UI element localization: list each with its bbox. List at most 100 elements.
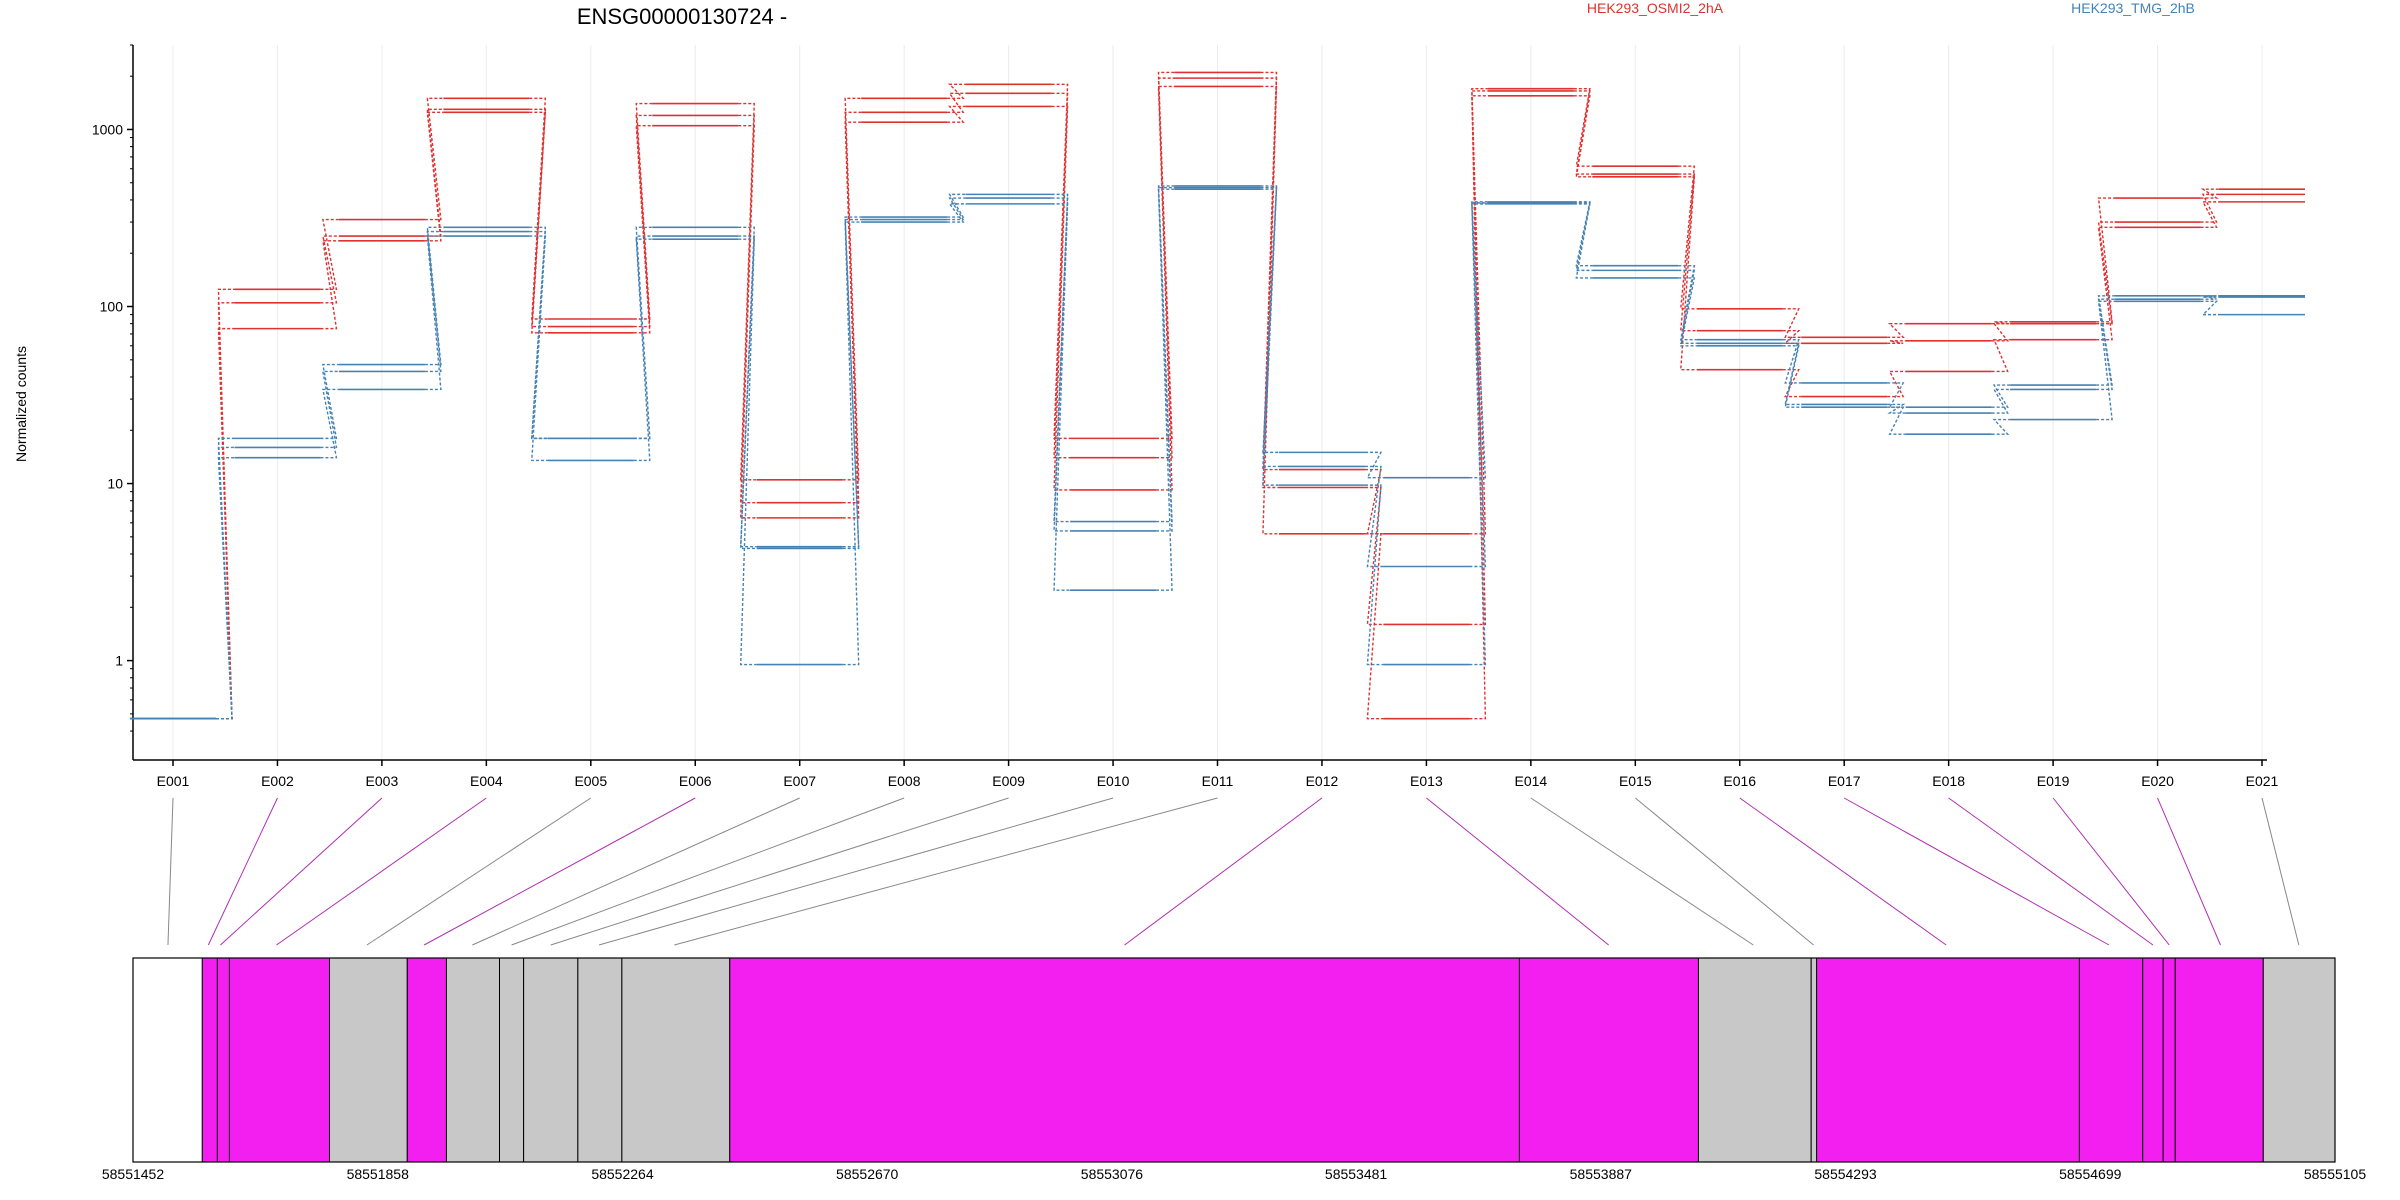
x-tick-label-E007: E007 xyxy=(783,773,816,789)
genome-tick-label: 58552670 xyxy=(836,1166,899,1182)
series-transition-HEK293_TMG_2hB-rep3 xyxy=(1782,345,1802,408)
x-tick-label-E008: E008 xyxy=(888,773,921,789)
genome-segment-4 xyxy=(228,957,331,1163)
series-transition-HEK293_TMG_2hB-rep3 xyxy=(320,388,339,459)
series-transition-HEK293_TMG_2hB-rep3 xyxy=(1364,484,1384,666)
connector-E020 xyxy=(2157,797,2221,946)
genome-segment-11 xyxy=(621,957,731,1163)
genome-tick-label: 58555105 xyxy=(2304,1166,2367,1182)
series-transition-HEK293_TMG_2hB-rep2 xyxy=(320,370,339,449)
connector-E003 xyxy=(220,797,383,946)
x-tick-label-E006: E006 xyxy=(679,773,712,789)
series-transition-HEK293_TMG_2hB-rep3 xyxy=(1678,277,1697,347)
series-transition-HEK293_TMG_2hB-rep3 xyxy=(1887,406,1906,435)
series-transition-HEK293_TMG_2hB-rep3 xyxy=(1573,203,1593,279)
series-transition-HEK293_OSMI2_2hA-rep3 xyxy=(1573,95,1593,178)
series-transition-HEK293_TMG_2hB-rep2 xyxy=(1887,403,1906,414)
series-transition-HEK293_TMG_2hB-rep2 xyxy=(947,197,966,221)
legend-entry-tmg: HEK293_TMG_2hB xyxy=(2071,0,2195,16)
legend-entry-osmi2: HEK293_OSMI2_2hA xyxy=(1587,0,1724,16)
series-transition-HEK293_OSMI2_2hA-rep1 xyxy=(2096,197,2115,323)
series-transition-HEK293_TMG_2hB-rep1 xyxy=(1573,201,1593,267)
series-transition-HEK293_TMG_2hB-rep3 xyxy=(1051,203,1071,591)
connector-E013 xyxy=(1426,797,1609,946)
genome-tick-label: 58551452 xyxy=(102,1166,165,1182)
genome-segment-2 xyxy=(201,957,218,1163)
series-transition-HEK293_TMG_2hB-rep2 xyxy=(1573,202,1593,272)
series-transition-HEK293_OSMI2_2hA-rep1 xyxy=(947,83,966,99)
x-tick-label-E009: E009 xyxy=(992,773,1025,789)
connector-E009 xyxy=(550,797,1009,946)
genome-segment-8 xyxy=(498,957,525,1163)
series-transition-HEK293_TMG_2hB-rep2 xyxy=(1260,186,1279,468)
series-transition-HEK293_TMG_2hB-rep3 xyxy=(1156,188,1175,591)
series-transition-HEK293_OSMI2_2hA-rep2 xyxy=(1991,322,2011,342)
genome-tick-label: 58553481 xyxy=(1325,1166,1388,1182)
series-transition-HEK293_OSMI2_2hA-rep2 xyxy=(1887,340,1906,344)
series-transition-HEK293_OSMI2_2hA-rep3 xyxy=(1678,176,1697,371)
series-transition-HEK293_TMG_2hB-rep1 xyxy=(424,226,444,366)
connector-E017 xyxy=(1843,797,2110,946)
series-transition-HEK293_TMG_2hB-rep2 xyxy=(633,235,653,440)
x-tick-label-E015: E015 xyxy=(1619,773,1652,789)
genome-segment-5 xyxy=(329,957,408,1163)
series-transition-HEK293_TMG_2hB-rep3 xyxy=(1260,188,1279,486)
chart-title: ENSG00000130724 - xyxy=(577,4,787,29)
genome-segment-13 xyxy=(1518,957,1699,1163)
genome-segment-7 xyxy=(445,957,500,1163)
x-tick-label-E010: E010 xyxy=(1097,773,1130,789)
series-transition-HEK293_OSMI2_2hA-rep2 xyxy=(1156,77,1175,459)
series-transition-HEK293_TMG_2hB-rep3 xyxy=(738,238,757,666)
y-tick-label: 1 xyxy=(115,653,123,669)
x-tick-label-E017: E017 xyxy=(1828,773,1861,789)
connector-E012 xyxy=(1124,797,1323,946)
series-transition-HEK293_TMG_2hB-rep3 xyxy=(842,221,862,666)
series-transition-HEK293_OSMI2_2hA-rep2 xyxy=(1260,77,1279,489)
series-transition-HEK293_TMG_2hB-rep3 xyxy=(2200,300,2219,316)
x-tick-label-E003: E003 xyxy=(366,773,399,789)
series-transition-HEK293_OSMI2_2hA-rep1 xyxy=(1051,83,1071,440)
series-transition-HEK293_OSMI2_2hA-rep1 xyxy=(2200,188,2219,199)
series-transition-HEK293_OSMI2_2hA-rep1 xyxy=(738,102,757,481)
y-tick-label: 100 xyxy=(100,299,124,315)
series-transition-HEK293_OSMI2_2hA-rep2 xyxy=(2096,221,2115,325)
series-transition-HEK293_OSMI2_2hA-rep2 xyxy=(424,108,444,237)
y-tick-label: 10 xyxy=(107,476,123,492)
series-transition-HEK293_OSMI2_2hA-rep3 xyxy=(1782,368,1802,398)
series-transition-HEK293_OSMI2_2hA-rep2 xyxy=(1678,173,1697,332)
series-transition-HEK293_TMG_2hB-rep3 xyxy=(1991,418,2011,435)
connector-E004 xyxy=(276,797,487,946)
series-transition-HEK293_OSMI2_2hA-rep3 xyxy=(1156,85,1175,491)
series-transition-HEK293_OSMI2_2hA-rep2 xyxy=(2200,193,2219,223)
series-transition-HEK293_OSMI2_2hA-rep3 xyxy=(2200,201,2219,229)
x-tick-label-E014: E014 xyxy=(1514,773,1547,789)
connector-E005 xyxy=(366,797,592,946)
connector-E019 xyxy=(2052,797,2170,946)
genome-segment-14 xyxy=(1697,957,1812,1163)
x-tick-label-E019: E019 xyxy=(2037,773,2070,789)
genome-segment-17 xyxy=(2078,957,2144,1163)
series-transition-HEK293_OSMI2_2hA-rep3 xyxy=(842,121,862,519)
series-transition-HEK293_TMG_2hB-rep1 xyxy=(1678,265,1697,341)
x-tick-label-E012: E012 xyxy=(1306,773,1339,789)
genome-tick-label: 58553076 xyxy=(1081,1166,1144,1182)
series-transition-HEK293_TMG_2hB-rep1 xyxy=(1364,451,1384,479)
series-transition-HEK293_TMG_2hB-rep2 xyxy=(1991,388,2011,414)
series-transition-HEK293_TMG_2hB-rep1 xyxy=(1991,384,2011,408)
series-transition-HEK293_TMG_2hB-rep2 xyxy=(2096,298,2115,391)
connector-E018 xyxy=(1948,797,2154,946)
series-transition-HEK293_OSMI2_2hA-rep2 xyxy=(216,302,235,720)
series-transition-HEK293_TMG_2hB-rep2 xyxy=(1469,202,1488,568)
series-transition-HEK293_OSMI2_2hA-rep1 xyxy=(1887,322,1906,339)
connector-E002 xyxy=(207,797,278,946)
x-tick-label-E001: E001 xyxy=(157,773,190,789)
series-transition-HEK293_TMG_2hB-rep3 xyxy=(216,456,235,720)
series-transition-HEK293_OSMI2_2hA-rep1 xyxy=(1364,468,1384,535)
x-tick-label-E002: E002 xyxy=(261,773,294,789)
connector-E016 xyxy=(1739,797,1947,946)
connector-E001 xyxy=(167,797,174,946)
series-transition-HEK293_OSMI2_2hA-rep3 xyxy=(216,327,235,720)
series-transition-HEK293_OSMI2_2hA-rep3 xyxy=(947,105,966,123)
series-transition-HEK293_OSMI2_2hA-rep2 xyxy=(738,114,757,504)
